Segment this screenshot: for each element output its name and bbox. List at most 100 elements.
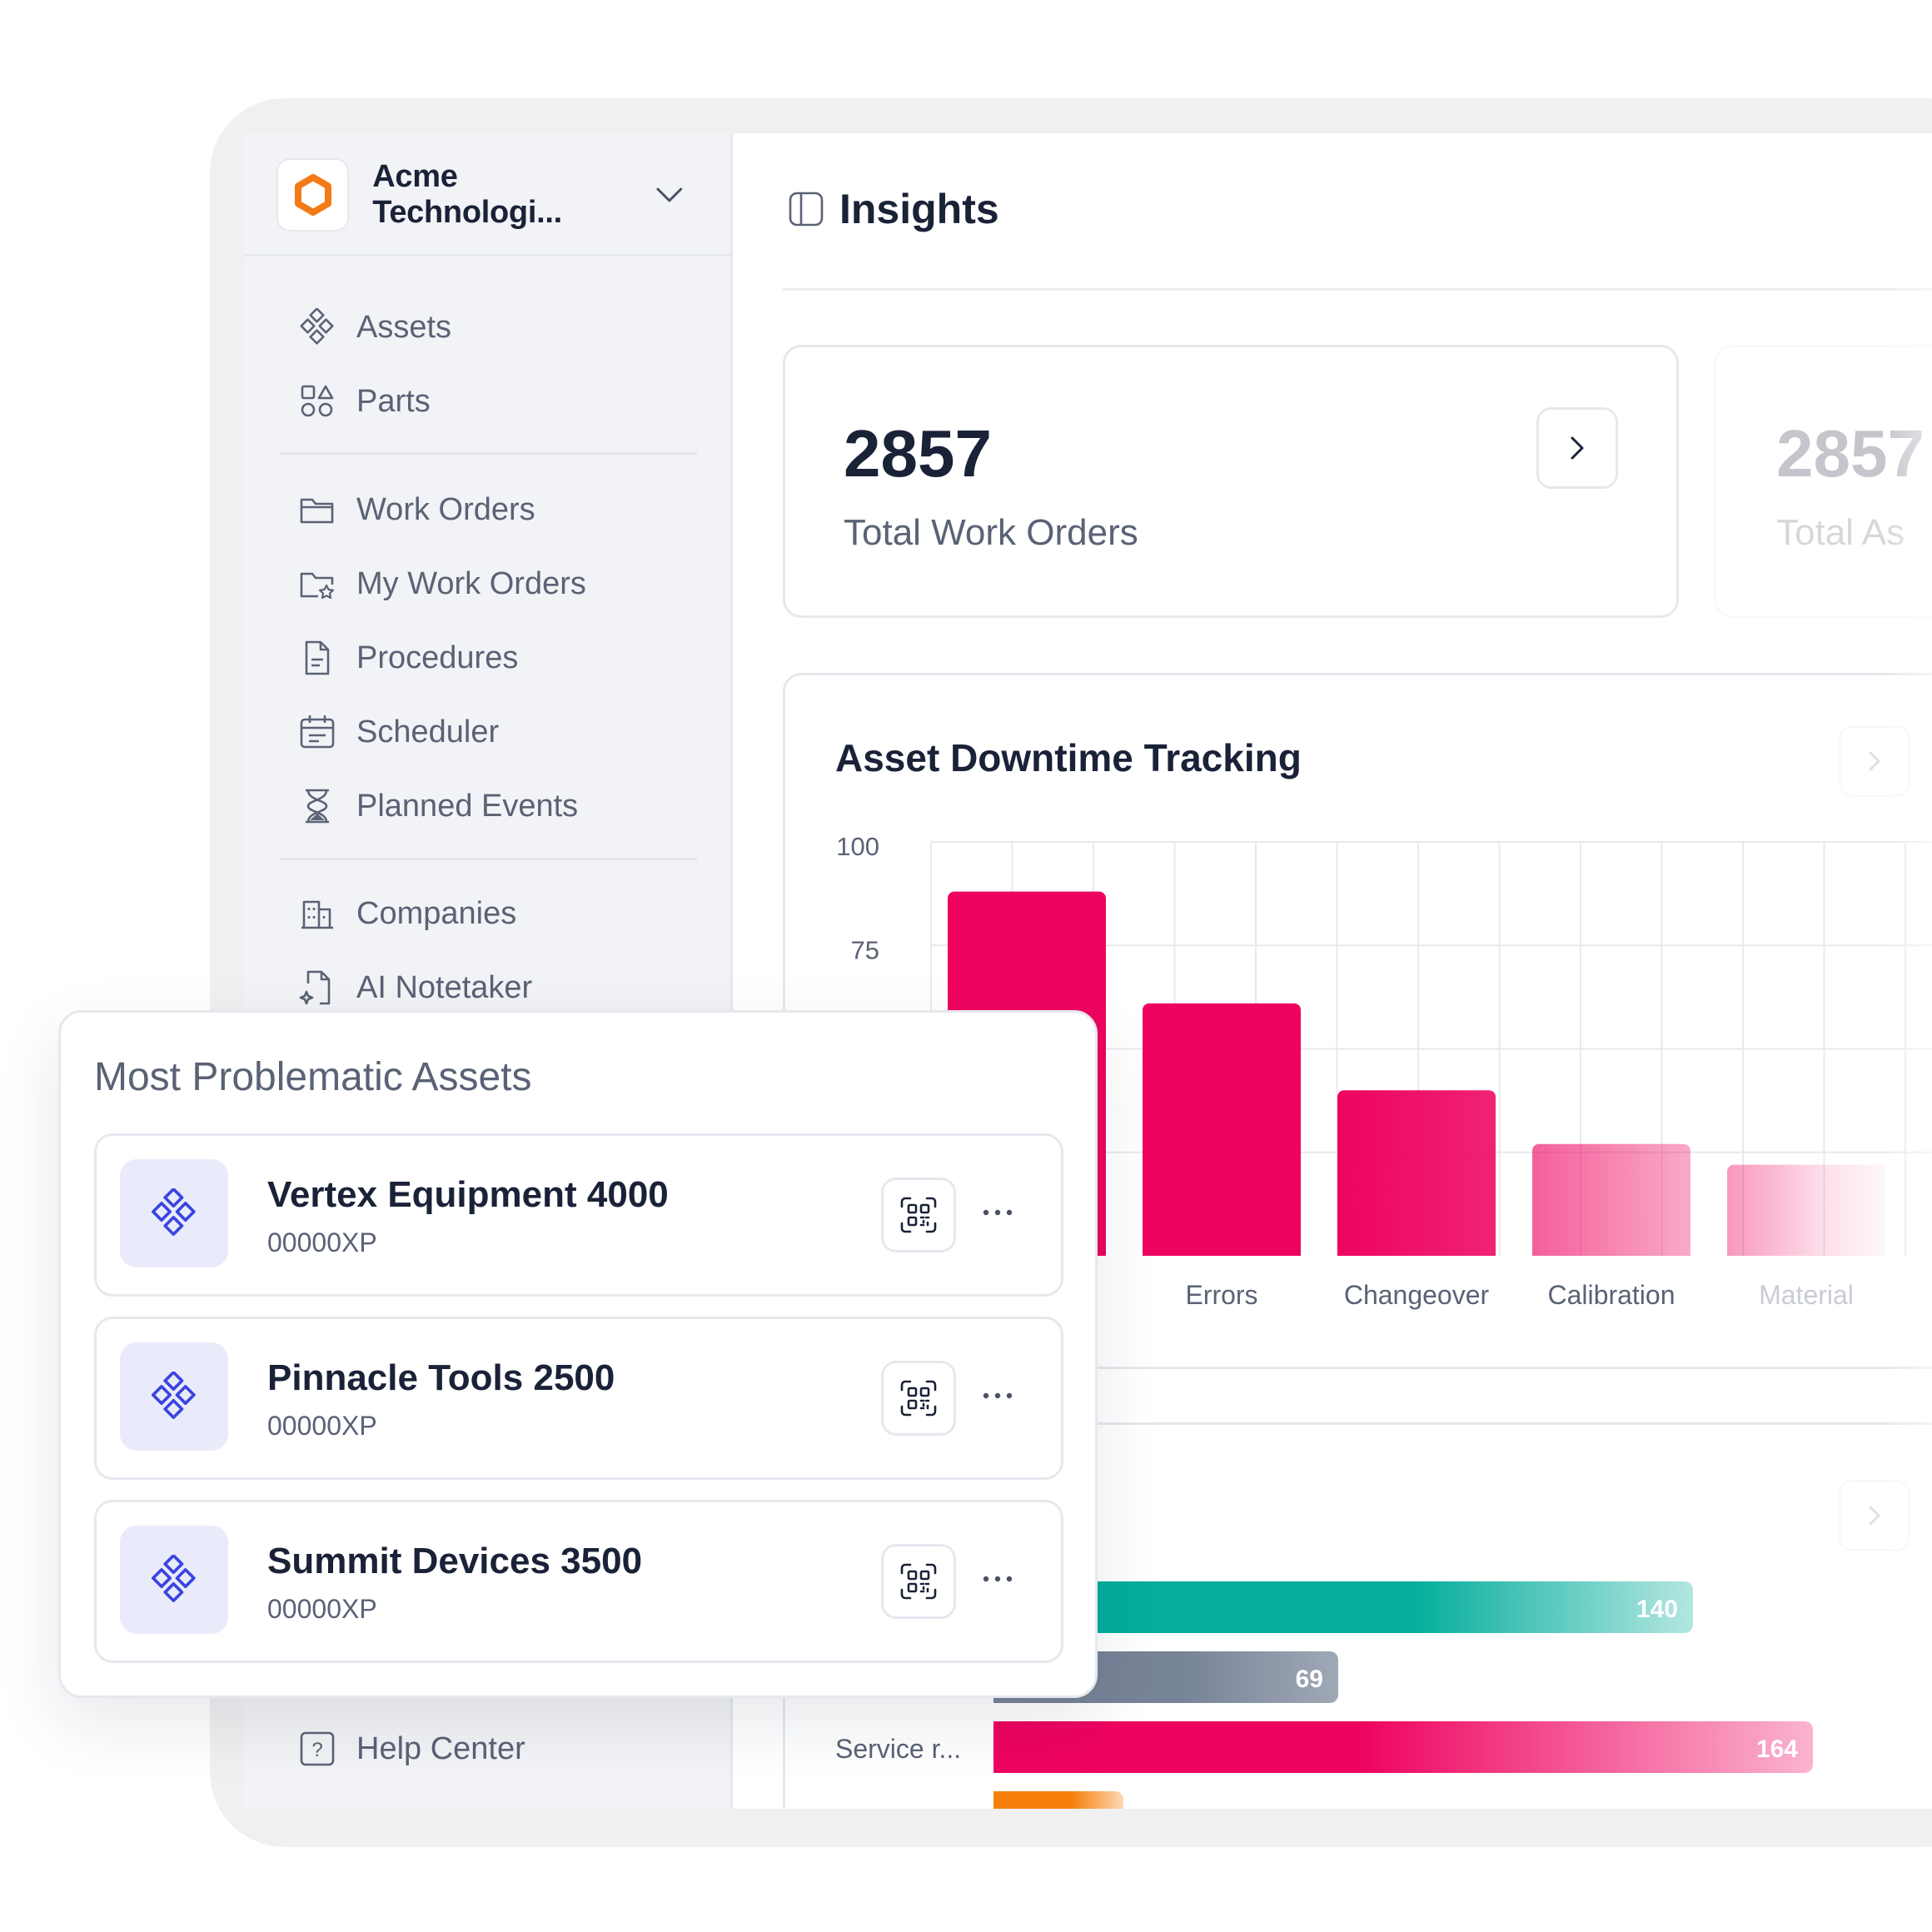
sidebar-item-my-work-orders[interactable]: My Work Orders <box>298 559 586 609</box>
y-tick-label: 75 <box>851 935 879 964</box>
org-switcher[interactable]: Acme Technologi... <box>276 158 693 232</box>
bar-value-label: 69 <box>1296 1666 1323 1693</box>
y-category-label: Service r... <box>835 1734 961 1764</box>
sidebar-item-planned-events[interactable]: Planned Events <box>298 781 578 831</box>
asset-thumbnail <box>120 1342 228 1451</box>
sidebar-item-label: Scheduler <box>356 714 500 749</box>
building-icon <box>301 900 333 929</box>
asset-code: 00000XP <box>267 1411 377 1441</box>
divider <box>281 452 697 455</box>
bar-value-label: 140 <box>1636 1596 1678 1623</box>
sidebar-item-work-orders[interactable]: Work Orders <box>298 485 535 535</box>
sidebar-item-assets[interactable]: Assets <box>298 302 451 352</box>
stat-value: 2857 <box>1776 416 1925 490</box>
bar <box>1532 1143 1690 1256</box>
qr-scan-icon <box>900 1563 937 1600</box>
sidebar-item-label: Help Center <box>356 1730 525 1766</box>
hourglass-icon <box>306 789 329 824</box>
qr-code-button[interactable] <box>881 1178 956 1252</box>
qr-code-button[interactable] <box>881 1361 956 1436</box>
sidebar-toggle-icon[interactable] <box>788 191 824 227</box>
panel-title: Most Problematic Assets <box>94 1055 532 1099</box>
help-icon: ? <box>300 1731 335 1766</box>
asset-row[interactable]: Pinnacle Tools 2500 00000XP <box>94 1317 1063 1480</box>
divider <box>243 254 730 256</box>
more-horizontal-icon <box>983 1576 1013 1582</box>
qr-code-button[interactable] <box>881 1544 956 1619</box>
asset-thumbnail <box>120 1159 228 1267</box>
x-tick-label: Material <box>1759 1280 1854 1310</box>
parts-icon <box>301 385 334 417</box>
asset-name: Pinnacle Tools 2500 <box>267 1357 615 1398</box>
asset-name: Vertex Equipment 4000 <box>267 1174 669 1215</box>
more-options-button[interactable] <box>973 1188 1023 1237</box>
hexagon-logo-icon <box>294 174 331 216</box>
bar <box>1143 1003 1301 1256</box>
org-name: Acme Technologi... <box>372 159 562 230</box>
sidebar-item-label: Assets <box>356 309 452 345</box>
x-tick-label: Calibration <box>1548 1280 1676 1310</box>
more-horizontal-icon <box>983 1392 1013 1399</box>
downtime-bar-chart: 100 75 Errors Changeover Calibration Material <box>836 832 1932 1310</box>
most-problematic-assets-panel: Most Problematic Assets Vertex Equipment… <box>58 1010 1098 1698</box>
divider <box>783 288 1932 291</box>
qr-scan-icon <box>900 1380 937 1417</box>
sidebar-item-parts[interactable]: Parts <box>298 376 431 426</box>
sidebar-item-ai-notetaker[interactable]: AI Notetaker <box>298 963 532 1013</box>
assets-icon <box>300 308 334 345</box>
open-details-button[interactable] <box>1536 407 1618 489</box>
document-icon <box>305 640 330 675</box>
sidebar-item-label: AI Notetaker <box>356 969 533 1005</box>
page-title: Insights <box>839 186 999 232</box>
calendar-icon <box>300 715 335 749</box>
x-tick-label: Changeover <box>1344 1280 1490 1310</box>
page-header: Insights <box>788 185 999 233</box>
sidebar-item-label: Work Orders <box>356 491 535 527</box>
bar-value-label: 164 <box>1756 1735 1798 1763</box>
stat-card-total-work-orders[interactable]: 2857 Total Work Orders <box>783 345 1679 618</box>
stat-label: Total Work Orders <box>844 512 1138 553</box>
divider <box>281 858 697 860</box>
chevron-right-icon <box>1571 436 1584 460</box>
org-logo <box>276 158 350 232</box>
sidebar-item-procedures[interactable]: Procedures <box>298 633 518 683</box>
chevron-right-icon <box>1869 1506 1880 1526</box>
sidebar-item-label: My Work Orders <box>356 565 586 601</box>
sidebar-item-help-center[interactable]: ? Help Center <box>298 1724 525 1774</box>
qr-scan-icon <box>900 1197 937 1233</box>
sidebar-item-companies[interactable]: Companies <box>298 889 516 939</box>
more-horizontal-icon <box>983 1209 1013 1216</box>
svg-text:?: ? <box>311 1739 322 1761</box>
chevron-down-icon[interactable] <box>653 178 686 212</box>
x-tick-label: Errors <box>1185 1280 1257 1310</box>
chart-title: Asset Downtime Tracking <box>835 736 1302 779</box>
asset-thumbnail <box>120 1526 228 1634</box>
sidebar-item-label: Procedures <box>356 640 519 675</box>
stat-card-total-assets[interactable]: 2857 Total As <box>1714 345 1932 618</box>
bar <box>1727 1164 1885 1256</box>
hbar <box>993 1721 1813 1773</box>
assets-icon <box>152 1188 196 1236</box>
sidebar-item-scheduler[interactable]: Scheduler <box>298 707 499 757</box>
asset-code: 00000XP <box>267 1594 377 1624</box>
asset-row[interactable]: Vertex Equipment 4000 00000XP <box>94 1133 1063 1297</box>
asset-code: 00000XP <box>267 1227 377 1257</box>
asset-name: Summit Devices 3500 <box>267 1541 643 1581</box>
sidebar-item-label: Planned Events <box>356 788 579 824</box>
more-options-button[interactable] <box>973 1554 1023 1604</box>
sidebar-item-label: Parts <box>356 383 431 419</box>
folder-icon <box>300 498 334 524</box>
stat-value: 2857 <box>844 416 992 490</box>
sidebar-item-label: Companies <box>356 895 517 931</box>
hbar <box>993 1581 1693 1633</box>
asset-row[interactable]: Summit Devices 3500 00000XP <box>94 1500 1063 1663</box>
hbar <box>993 1791 1123 1809</box>
stat-label: Total As <box>1776 512 1905 553</box>
ai-notetaker-icon <box>299 970 331 1005</box>
y-tick-label: 100 <box>836 832 879 861</box>
bar <box>1337 1090 1496 1256</box>
more-options-button[interactable] <box>973 1371 1023 1421</box>
folder-star-icon <box>300 572 335 600</box>
assets-icon <box>152 1555 196 1602</box>
chevron-right-icon <box>1869 751 1880 771</box>
